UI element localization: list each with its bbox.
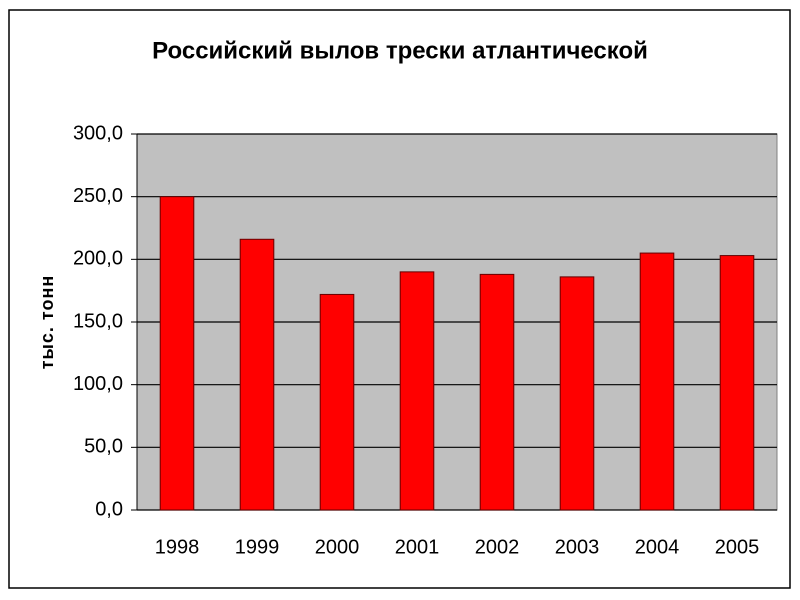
y-tick-label: 300,0 <box>73 122 123 144</box>
y-tick-label: 100,0 <box>73 373 123 395</box>
x-tick-label: 2005 <box>715 536 760 558</box>
bar <box>719 255 755 511</box>
x-tick-label: 2004 <box>635 536 680 558</box>
bar <box>559 276 595 511</box>
bar <box>319 293 355 511</box>
x-tick-label: 1998 <box>155 536 200 558</box>
bar <box>159 196 195 511</box>
y-tick-label: 150,0 <box>73 310 123 332</box>
y-tick-label: 200,0 <box>73 248 123 270</box>
chart-title: Российский вылов трески атлантической <box>152 37 648 64</box>
bar <box>239 238 275 511</box>
x-tick-label: 2002 <box>475 536 520 558</box>
bar <box>479 273 515 511</box>
y-tick-label: 250,0 <box>73 185 123 207</box>
bar <box>399 271 435 511</box>
x-tick-label: 2001 <box>395 536 440 558</box>
bar <box>639 252 675 511</box>
y-axis-label: тыс. тонн <box>37 275 57 370</box>
y-tick-label: 0,0 <box>95 498 123 520</box>
x-tick-label: 1999 <box>235 536 280 558</box>
x-tick-label: 2003 <box>555 536 600 558</box>
y-tick-label: 50,0 <box>84 436 123 458</box>
x-tick-label: 2000 <box>315 536 360 558</box>
